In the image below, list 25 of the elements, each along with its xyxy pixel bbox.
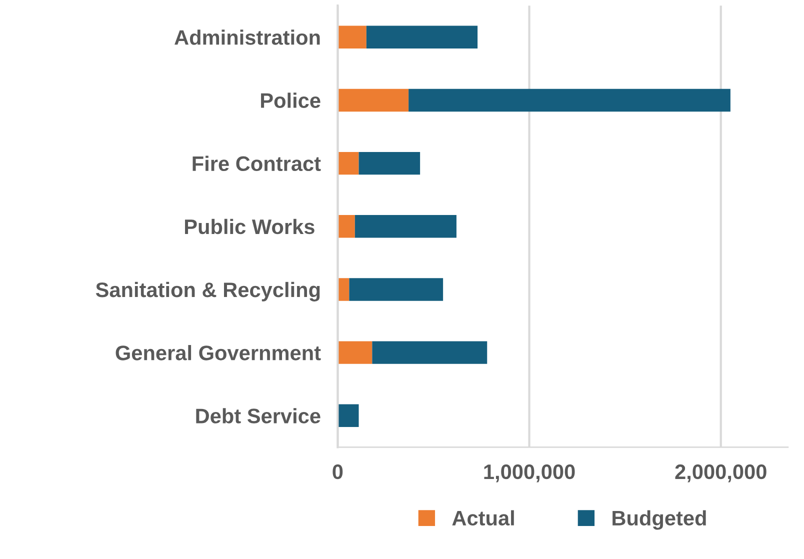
y-tick-label: Debt Service bbox=[196, 408, 320, 424]
y-tick-label: Fire Contract bbox=[192, 156, 321, 172]
bar bbox=[338, 215, 355, 238]
bar bbox=[338, 278, 350, 301]
x-tick-label: 0 bbox=[332, 464, 343, 480]
y-tick-label: Police bbox=[261, 92, 320, 108]
legend-label: Actual bbox=[452, 510, 514, 526]
bar bbox=[354, 215, 456, 238]
y-tick-label: Sanitation & Recycling bbox=[96, 282, 320, 302]
bar bbox=[349, 278, 444, 301]
legend-label: Budgeted bbox=[612, 510, 706, 530]
bar bbox=[366, 26, 478, 48]
bar bbox=[408, 88, 730, 112]
y-tick-label: General Government bbox=[116, 345, 321, 360]
y-tick-label: Administration bbox=[174, 30, 320, 45]
bar bbox=[372, 341, 488, 364]
bar bbox=[338, 404, 359, 428]
bar bbox=[338, 341, 372, 364]
bar bbox=[358, 152, 420, 175]
y-tick-label: Public Works bbox=[185, 218, 314, 234]
bar bbox=[338, 152, 359, 175]
bar bbox=[338, 26, 366, 48]
x-tick-label: 2,000,000 bbox=[675, 464, 766, 482]
bar bbox=[338, 88, 409, 112]
x-tick-label: 1,000,000 bbox=[484, 464, 575, 482]
